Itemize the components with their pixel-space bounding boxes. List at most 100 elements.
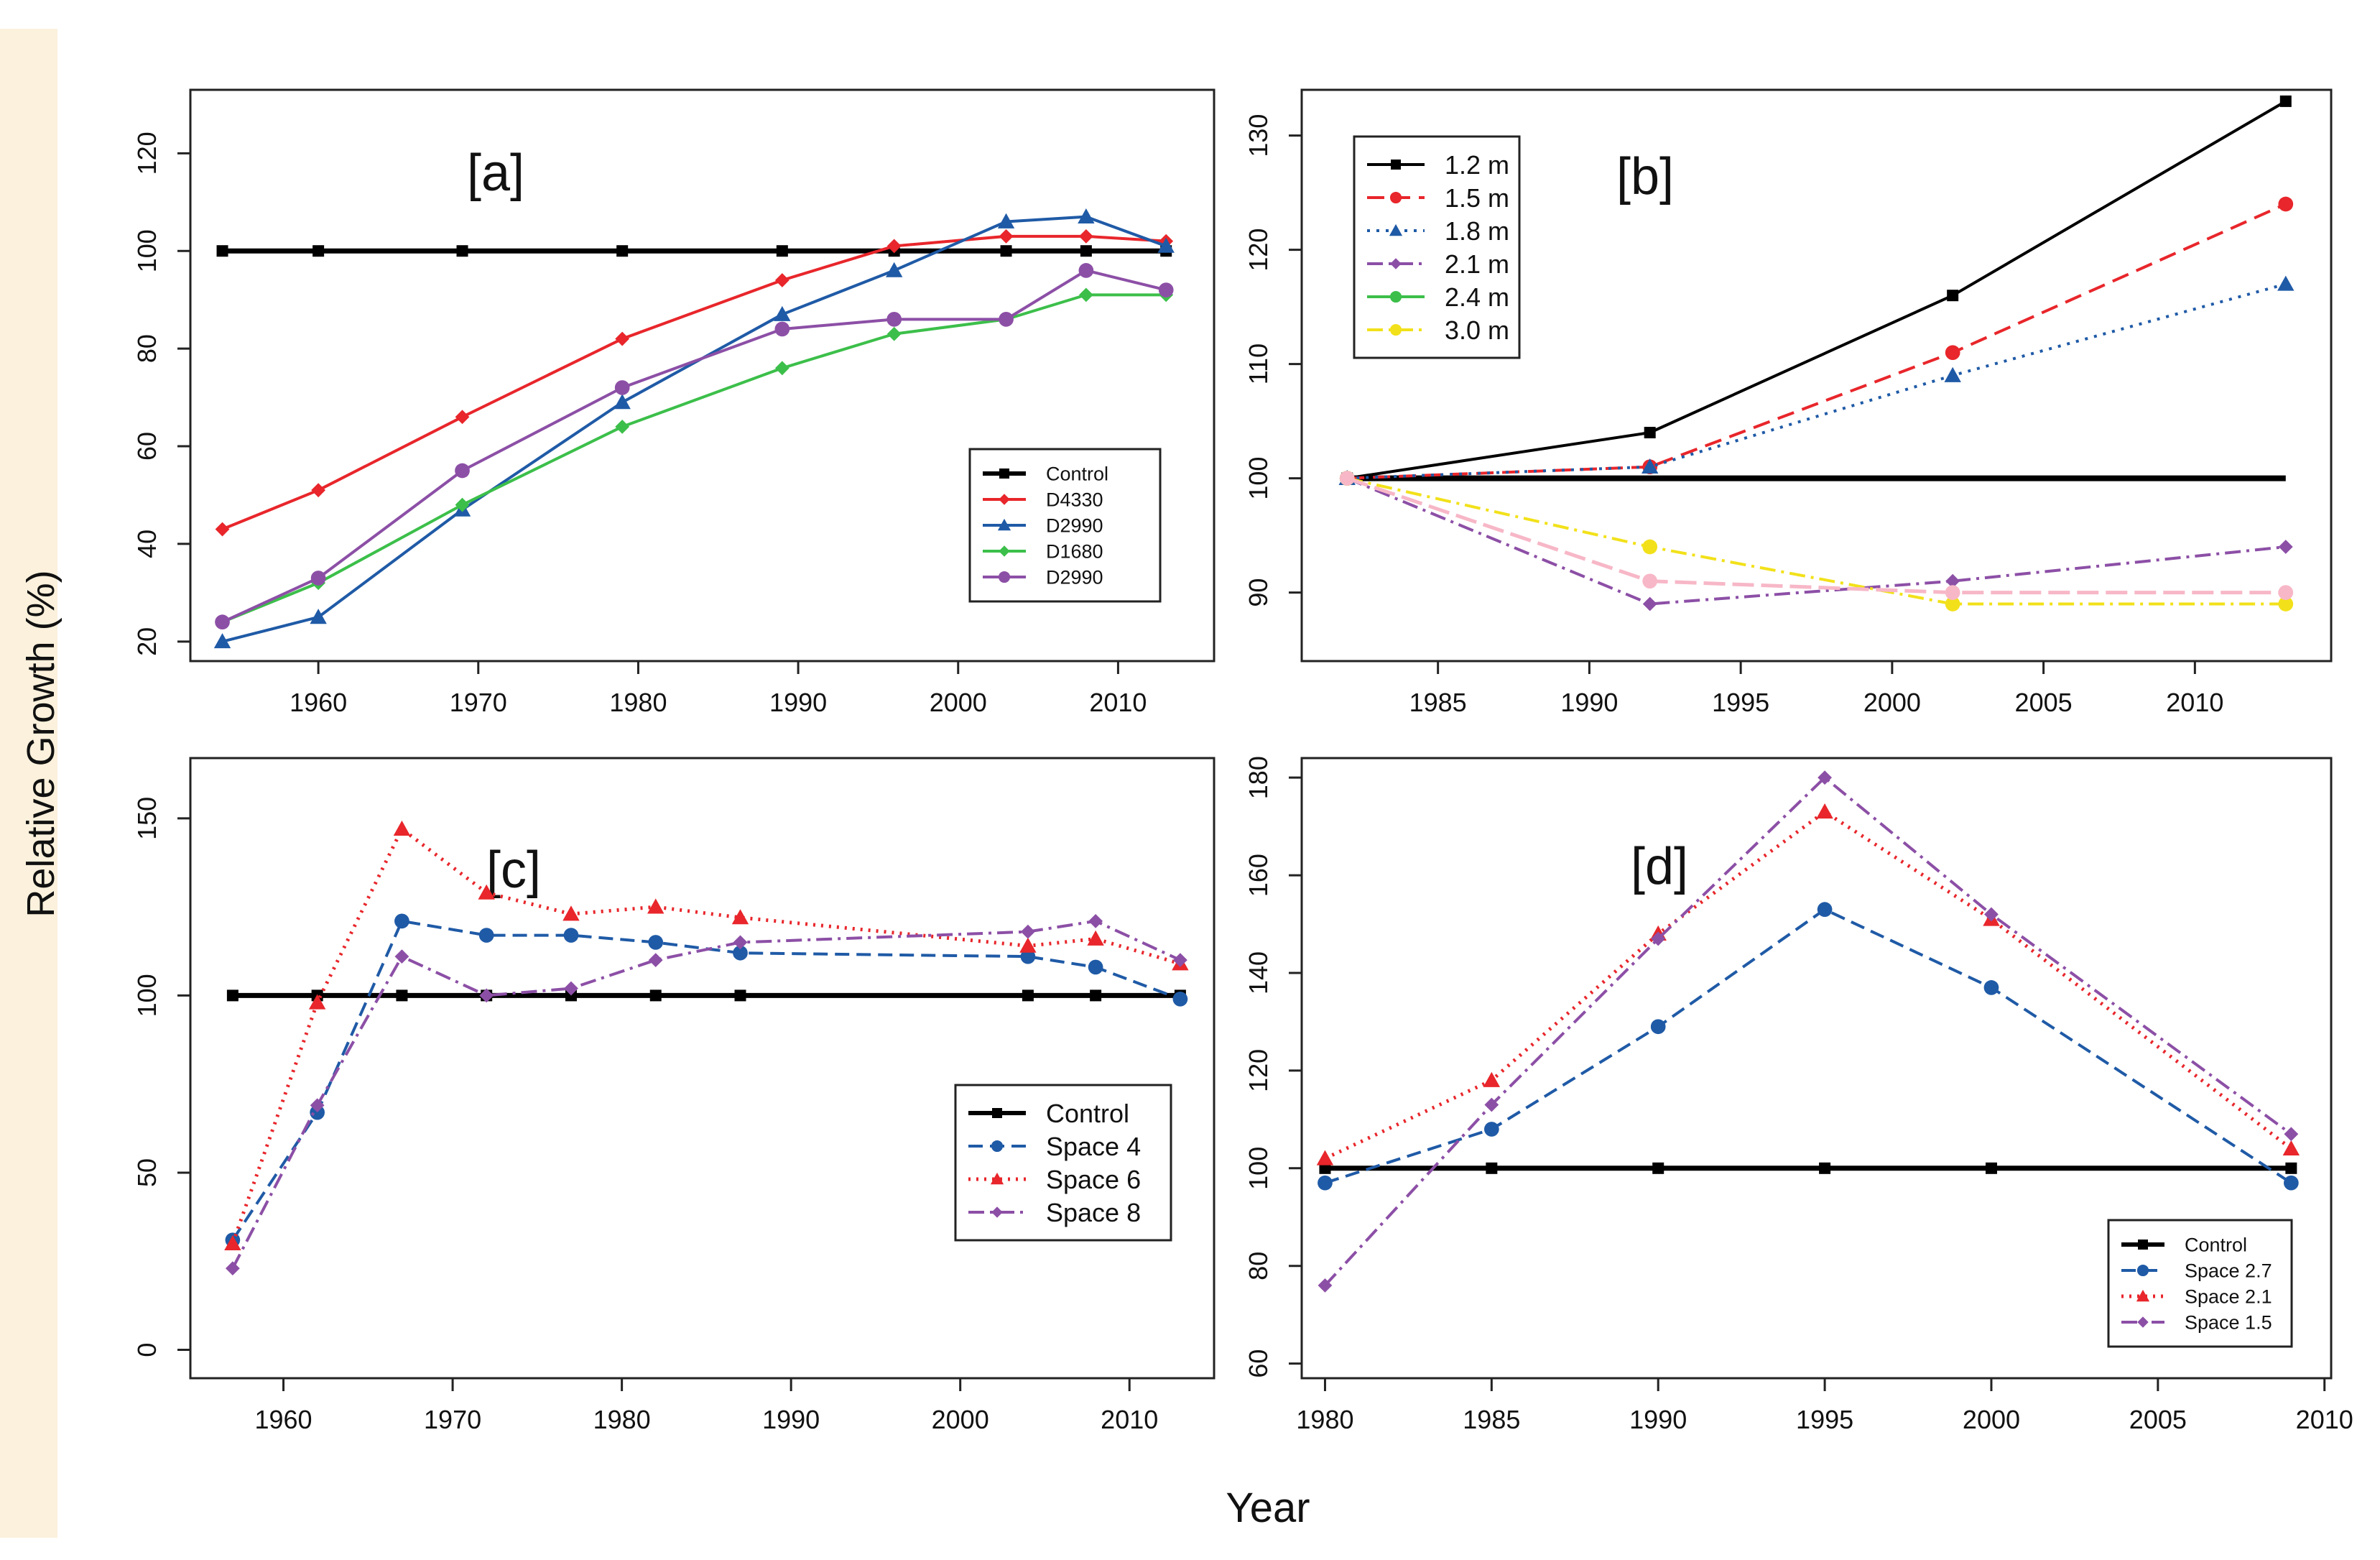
- data-point: [310, 609, 327, 624]
- x-tick-label: 1995: [1712, 688, 1769, 717]
- legend-swatch-marker: [1389, 223, 1403, 236]
- plot-frame-b: [1300, 88, 2333, 663]
- data-point: [886, 326, 902, 341]
- x-tick-label: 1990: [762, 1405, 820, 1434]
- data-point: [1078, 208, 1095, 224]
- series-line-space-4: [231, 919, 1181, 1241]
- y-tick-label: 0: [132, 1343, 162, 1357]
- x-tick-label: 1990: [1629, 1405, 1687, 1434]
- data-point: [478, 928, 494, 943]
- x-tick-label: 2000: [932, 1405, 989, 1434]
- y-tick-label: 80: [1244, 1252, 1273, 1280]
- data-point: [478, 884, 495, 900]
- x-tick-label: 1980: [1296, 1405, 1353, 1434]
- x-tick-label: 1980: [593, 1405, 651, 1434]
- data-point: [1078, 263, 1094, 278]
- data-point: [562, 905, 580, 921]
- legend-label: 2.1 m: [1445, 249, 1509, 279]
- chart-panel-b: 1985 1990 1995 2000 2005 2010 90 100 110 120 130 [b…: [1244, 88, 2333, 717]
- data-point: [394, 913, 409, 929]
- legend-swatch-marker: [1389, 323, 1402, 336]
- data-point: [396, 989, 408, 1002]
- legend-swatch-marker: [1389, 191, 1402, 204]
- x-tick-label: 2000: [1863, 688, 1921, 717]
- legend-label: Space 4: [1046, 1132, 1141, 1161]
- legend-swatch-marker: [2136, 1264, 2149, 1277]
- chart-panel-d: 1980 1985 1990 1995 2000 2005 2010 60 80 100 120 14…: [1244, 756, 2353, 1434]
- data-point: [776, 245, 788, 257]
- data-point: [1090, 989, 1102, 1002]
- legend-swatch-marker: [1391, 160, 1401, 170]
- y-tick-label: 180: [1244, 756, 1273, 799]
- legend-swatch-marker: [998, 571, 1011, 583]
- legend-b: 1.2 m1.5 m1.8 m2.1 m2.4 m3.0 m: [1353, 135, 1521, 359]
- data-point: [886, 239, 902, 254]
- series-line-space-2-7: [1324, 908, 2292, 1185]
- x-tick-label: 2000: [1963, 1405, 2020, 1434]
- x-tick-label: 1970: [450, 688, 507, 717]
- legend-swatch-marker: [997, 518, 1011, 531]
- series-line-3-0-m: [1346, 476, 2286, 606]
- y-tick-label: 80: [132, 334, 162, 363]
- data-point: [1080, 245, 1092, 257]
- legend-swatch-marker: [2137, 1316, 2149, 1328]
- data-point: [1945, 573, 1960, 589]
- data-point: [733, 945, 748, 961]
- legend-swatch-marker: [991, 1206, 1003, 1218]
- legend-label: Space 8: [1046, 1198, 1141, 1227]
- data-point: [1985, 1162, 1997, 1174]
- figure-x-axis-label: Year: [1226, 1485, 1310, 1531]
- plot-frame-a: [189, 88, 1216, 663]
- data-point: [1650, 1019, 1666, 1035]
- legend-swatch-marker: [990, 1172, 1004, 1185]
- data-point: [649, 989, 662, 1002]
- x-tick-label: 2010: [2296, 1405, 2353, 1434]
- data-point: [2282, 1140, 2300, 1155]
- y-tick-label: 150: [132, 797, 162, 840]
- data-point: [1947, 290, 1959, 302]
- data-point: [1318, 1175, 1333, 1191]
- data-point: [886, 312, 902, 327]
- data-point: [2285, 1162, 2297, 1174]
- y-tick-label: 120: [1244, 1049, 1273, 1092]
- legend-label: 1.5 m: [1445, 183, 1509, 213]
- data-point: [1945, 585, 1960, 600]
- x-tick-label: 1960: [290, 688, 347, 717]
- data-point: [308, 994, 326, 1010]
- legend-label: Space 2.1: [2185, 1286, 2272, 1308]
- data-point: [997, 213, 1015, 229]
- data-point: [774, 321, 790, 337]
- legend-swatch-marker: [2138, 1240, 2148, 1250]
- y-tick-label: 60: [132, 432, 162, 461]
- data-point: [1642, 573, 1658, 589]
- legend-swatch-marker: [999, 494, 1010, 505]
- legend-swatch-marker: [991, 1140, 1004, 1153]
- plot-frame-d: [1300, 757, 2333, 1380]
- data-point: [1157, 237, 1175, 253]
- data-point: [564, 981, 578, 996]
- data-point: [648, 953, 663, 967]
- x-tick-label: 2005: [2015, 688, 2073, 717]
- data-point: [312, 245, 325, 257]
- side-accent-bar: [0, 29, 57, 1538]
- legend-swatch-marker: [999, 545, 1010, 557]
- data-point: [1088, 959, 1103, 975]
- legend-swatch-marker: [2136, 1289, 2150, 1302]
- data-point: [310, 1098, 325, 1113]
- x-tick-label: 1985: [1463, 1405, 1520, 1434]
- panel-title-c: [c]: [486, 841, 541, 899]
- data-point: [1945, 596, 1960, 611]
- data-point: [1483, 1071, 1501, 1087]
- data-point: [1816, 803, 1833, 819]
- data-point: [1817, 902, 1833, 918]
- data-point: [613, 394, 631, 410]
- data-point: [733, 935, 748, 950]
- data-point: [1339, 471, 1355, 486]
- x-tick-label: 2010: [1089, 688, 1147, 717]
- data-point: [1984, 907, 1999, 922]
- data-point: [648, 935, 664, 950]
- data-point: [1088, 913, 1103, 928]
- data-point: [1158, 282, 1174, 297]
- legend-label: Control: [1046, 463, 1108, 485]
